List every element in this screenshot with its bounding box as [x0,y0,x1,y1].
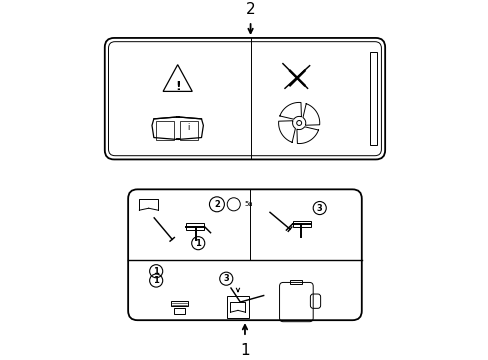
Text: 1: 1 [195,239,201,248]
FancyBboxPatch shape [104,38,385,159]
Text: i: i [186,123,189,132]
Bar [179,121,198,140]
Text: 1: 1 [153,276,159,285]
Text: 2: 2 [214,200,220,209]
Text: 3: 3 [223,274,229,283]
Text: 3: 3 [316,203,322,212]
Text: 1: 1 [153,267,159,276]
FancyBboxPatch shape [108,42,381,156]
Bar [171,301,187,306]
Bar [226,296,249,318]
Bar [174,308,184,314]
Bar [155,121,174,140]
Text: 5a: 5a [244,201,253,207]
Bar [290,280,302,284]
FancyBboxPatch shape [128,189,361,320]
Text: 2: 2 [245,3,255,17]
Bar [369,52,376,145]
Text: !: ! [174,80,180,93]
Text: 1: 1 [240,343,249,357]
